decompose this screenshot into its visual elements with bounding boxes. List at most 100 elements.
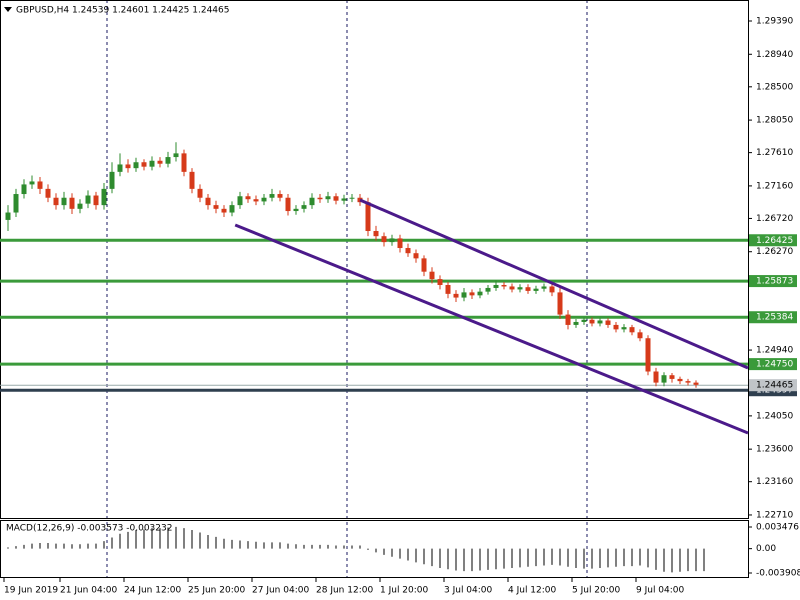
candle-body — [381, 236, 387, 243]
candle-body — [565, 314, 571, 325]
y-tick-label: 1.26720 — [756, 214, 793, 224]
candle-body — [413, 253, 419, 259]
x-tick-label: 27 Jun 04:00 — [252, 586, 309, 596]
candle-body — [245, 196, 251, 200]
candle-body — [637, 332, 643, 339]
menu-arrow[interactable] — [4, 7, 12, 12]
candle-body — [589, 319, 595, 324]
x-tick-label: 1 Jul 20:00 — [380, 586, 429, 596]
x-tick-label: 3 Jul 04:00 — [444, 586, 493, 596]
candle-body — [605, 320, 611, 325]
candle-body — [477, 291, 483, 296]
candle-body — [149, 160, 155, 167]
x-tick-label: 19 Jun 2019 — [4, 586, 58, 596]
candle-body — [213, 205, 219, 209]
level-label-box — [749, 234, 797, 247]
candle-body — [45, 188, 51, 198]
x-tick-label: 24 Jun 12:00 — [124, 586, 181, 596]
candle-body — [373, 231, 379, 237]
trendline — [234, 223, 749, 435]
macd-tick-label: -0.003908 — [756, 569, 800, 579]
macd-tick-label: 0.003476 — [756, 523, 799, 533]
x-tick-label: 28 Jun 12:00 — [316, 586, 373, 596]
level-label: 1.26425 — [756, 236, 793, 246]
candle-body — [13, 194, 19, 213]
candle-body — [77, 203, 83, 209]
candle-body — [301, 205, 307, 209]
candle-body — [429, 271, 435, 280]
candle-body — [309, 197, 315, 206]
candle-body — [21, 184, 27, 195]
candle-body — [157, 160, 163, 164]
candle-body — [341, 198, 347, 201]
candle-body — [549, 286, 555, 293]
candle-body — [517, 287, 523, 290]
y-tick-label: 1.27610 — [756, 148, 793, 158]
x-tick-label: 4 Jul 12:00 — [508, 586, 557, 596]
candle-body — [29, 181, 35, 185]
candle-body — [693, 382, 699, 385]
level-label-box — [749, 358, 797, 371]
candle-body — [493, 284, 499, 288]
candle-body — [317, 197, 323, 200]
candle-body — [181, 153, 187, 172]
macd-tick-label: 0.00 — [756, 544, 776, 554]
candle-body — [533, 288, 539, 291]
candle-body — [541, 286, 547, 289]
trendline — [359, 198, 749, 370]
candle-body — [621, 327, 627, 330]
y-tick-label: 1.28940 — [756, 50, 793, 60]
candle-body — [229, 205, 235, 213]
candle-body — [5, 212, 11, 220]
y-tick-label: 1.29390 — [756, 17, 793, 27]
candle-body — [645, 338, 651, 372]
candle-body — [661, 375, 667, 383]
chart-title: GBPUSD,H4 1.24539 1.24601 1.24425 1.2446… — [16, 6, 229, 16]
candle-body — [37, 181, 43, 189]
level-label: 1.24750 — [756, 360, 793, 370]
level-label: 1.25384 — [756, 313, 793, 323]
candle-body — [93, 195, 99, 206]
y-tick-label: 1.22710 — [756, 510, 793, 520]
candle-body — [117, 164, 123, 172]
candle-body — [389, 238, 395, 243]
candle-body — [405, 248, 411, 254]
candle-body — [445, 284, 451, 294]
candle-body — [501, 284, 507, 287]
candle-body — [261, 197, 267, 202]
y-tick-label: 1.23160 — [756, 477, 793, 487]
candle-body — [397, 238, 403, 249]
level-label-box — [749, 275, 797, 288]
candle-body — [685, 381, 691, 383]
candle-body — [101, 188, 107, 206]
candle-body — [573, 321, 579, 325]
y-tick-label: 1.28050 — [756, 116, 793, 126]
y-tick-label: 1.27160 — [756, 181, 793, 191]
x-tick-label: 9 Jul 04:00 — [636, 586, 685, 596]
candle-body — [453, 293, 459, 298]
candle-body — [197, 188, 203, 198]
candle-body — [597, 320, 603, 324]
y-tick-label: 1.24050 — [756, 411, 793, 421]
candle-body — [173, 153, 179, 158]
candle-body — [557, 292, 563, 315]
x-tick-label: 5 Jul 20:00 — [572, 586, 621, 596]
candle-body — [277, 194, 283, 198]
candle-body — [269, 194, 275, 198]
candle-body — [109, 171, 115, 189]
candle-body — [125, 164, 131, 169]
candle-body — [221, 208, 227, 213]
candle-body — [469, 292, 475, 296]
candle-body — [613, 324, 619, 330]
candle-body — [141, 162, 147, 167]
candle-body — [677, 378, 683, 382]
candle-body — [53, 197, 59, 206]
candle-body — [581, 319, 587, 322]
candle-body — [325, 196, 331, 200]
x-tick-label: 25 Jun 20:00 — [188, 586, 245, 596]
candle-body — [509, 286, 515, 290]
candle-body — [253, 199, 259, 202]
